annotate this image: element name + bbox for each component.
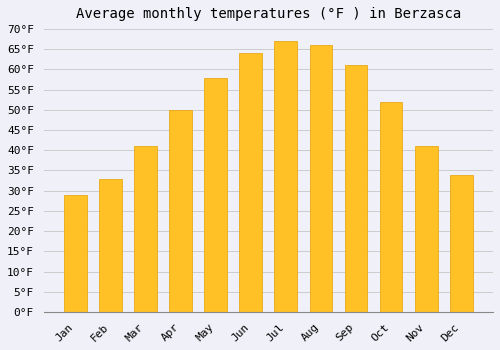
Bar	[450, 175, 472, 312]
Bar	[344, 65, 368, 312]
Bar	[274, 41, 297, 312]
Bar	[134, 146, 157, 312]
Bar	[204, 78, 227, 312]
Bar	[170, 110, 192, 312]
Bar	[310, 45, 332, 312]
Bar	[380, 102, 402, 312]
Bar	[99, 178, 122, 312]
Bar	[64, 195, 87, 312]
Bar	[240, 53, 262, 312]
Bar	[415, 146, 438, 312]
Title: Average monthly temperatures (°F ) in Berzasca: Average monthly temperatures (°F ) in Be…	[76, 7, 461, 21]
